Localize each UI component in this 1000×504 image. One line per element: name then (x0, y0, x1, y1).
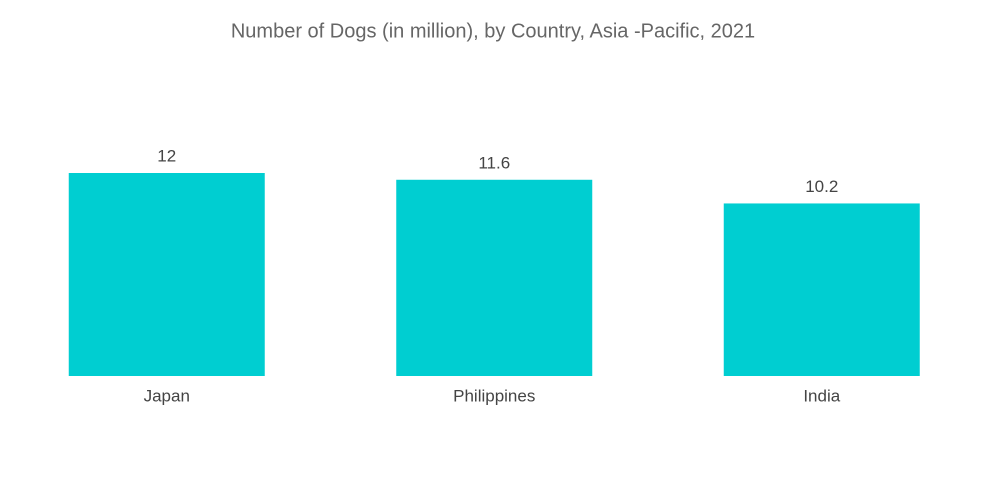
x-tick-label: Japan (144, 386, 190, 405)
data-label: 10.2 (805, 177, 838, 196)
x-tick-label: India (803, 386, 840, 405)
bar (723, 203, 920, 376)
x-tick-label: Philippines (453, 386, 535, 405)
data-label: 11.6 (478, 153, 510, 172)
chart-title: Number of Dogs (in million), by Country,… (231, 20, 755, 42)
bar (396, 179, 593, 376)
data-label: 12 (157, 146, 176, 165)
bar (68, 173, 265, 376)
